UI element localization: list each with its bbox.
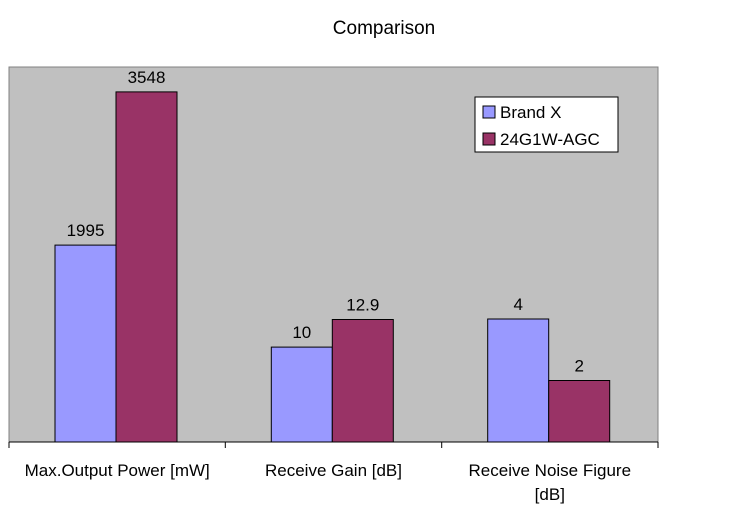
data-labels-layer: 1995 3548 10 12.9 4 2 [67,68,584,376]
data-label: 1995 [67,221,105,240]
bar [54,244,117,443]
bar [331,319,394,443]
x-tick-label: Receive Noise Figure [469,461,632,480]
x-tick-label: Receive Gain [dB] [265,461,402,480]
chart-title: Comparison [333,18,435,39]
x-tick-label: [dB] [535,485,565,504]
bar [548,380,611,443]
legend-label: 24G1W-AGC [500,130,600,149]
x-tick-label: Max.Output Power [mW] [25,461,210,480]
legend-swatch [482,132,496,146]
legend-swatch [482,105,496,119]
legend: Brand X 24G1W-AGC [474,96,619,153]
legend-box [474,96,619,153]
bar [487,318,550,443]
legend-label: Brand X [500,103,561,122]
x-axis: Max.Output Power [mW] Receive Gain [dB] Re… [8,441,659,504]
bars-layer [54,91,611,443]
bar [115,91,178,443]
data-label: 4 [513,295,522,314]
data-label: 10 [292,323,311,342]
data-label: 3548 [128,68,166,87]
data-label: 2 [574,357,583,376]
data-label: 12.9 [346,296,379,315]
bar [270,346,333,443]
